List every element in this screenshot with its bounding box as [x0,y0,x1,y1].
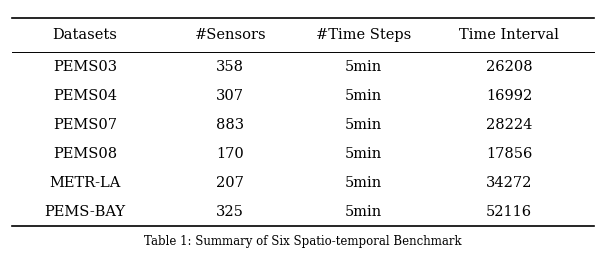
Text: 5min: 5min [345,147,382,161]
Text: 5min: 5min [345,176,382,190]
Text: Table 1: Summary of Six Spatio-temporal Benchmark: Table 1: Summary of Six Spatio-temporal … [144,235,462,248]
Text: #Time Steps: #Time Steps [316,28,411,42]
Text: PEMS04: PEMS04 [53,89,117,102]
Text: PEMS03: PEMS03 [53,60,117,74]
Text: 170: 170 [216,147,244,161]
Text: 17856: 17856 [486,147,532,161]
Text: 5min: 5min [345,118,382,132]
Text: 5min: 5min [345,60,382,74]
Text: 325: 325 [216,205,244,219]
Text: Time Interval: Time Interval [459,28,559,42]
Text: 34272: 34272 [486,176,532,190]
Text: 26208: 26208 [486,60,532,74]
Text: METR-LA: METR-LA [49,176,121,190]
Text: 883: 883 [216,118,244,132]
Text: 358: 358 [216,60,244,74]
Text: Datasets: Datasets [52,28,118,42]
Text: 28224: 28224 [486,118,532,132]
Text: #Sensors: #Sensors [195,28,266,42]
Text: 207: 207 [216,176,244,190]
Text: 307: 307 [216,89,244,102]
Text: PEMS-BAY: PEMS-BAY [44,205,125,219]
Text: 16992: 16992 [486,89,532,102]
Text: PEMS08: PEMS08 [53,147,117,161]
Text: 52116: 52116 [486,205,532,219]
Text: 5min: 5min [345,89,382,102]
Text: PEMS07: PEMS07 [53,118,117,132]
Text: 5min: 5min [345,205,382,219]
